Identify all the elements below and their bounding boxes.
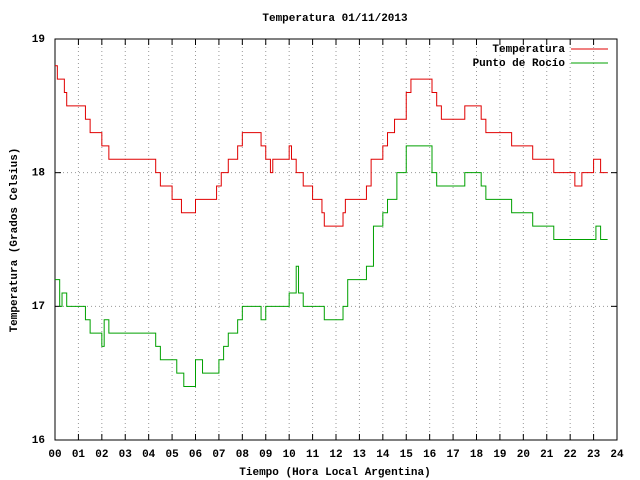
x-tick-label: 09 [259, 449, 272, 461]
x-tick-label: 15 [400, 449, 414, 461]
x-tick-label: 16 [423, 449, 436, 461]
x-tick-label: 10 [283, 449, 296, 461]
y-tick-label: 16 [32, 435, 45, 447]
x-tick-label: 02 [95, 449, 108, 461]
x-tick-label: 21 [540, 449, 554, 461]
x-tick-label: 03 [119, 449, 133, 461]
x-tick-label: 05 [165, 449, 179, 461]
y-axis-label: Temperatura (Grados Celsius) [9, 148, 21, 333]
x-axis-label: Tiempo (Hora Local Argentina) [239, 467, 430, 479]
y-tick-label: 18 [32, 168, 46, 180]
x-tick-label: 07 [212, 449, 225, 461]
series-line [55, 145, 608, 388]
legend-label: Temperatura [492, 44, 565, 56]
x-tick-label: 24 [610, 449, 624, 461]
x-tick-label: 00 [48, 449, 61, 461]
x-tick-label: 08 [236, 449, 250, 461]
x-tick-label: 01 [72, 449, 86, 461]
x-tick-label: 23 [587, 449, 601, 461]
x-tick-label: 04 [142, 449, 156, 461]
x-tick-label: 06 [189, 449, 202, 461]
plot-frame [54, 38, 618, 441]
y-tick-label: 19 [32, 34, 45, 46]
x-tick-label: 12 [329, 449, 342, 461]
x-tick-label: 20 [517, 449, 530, 461]
series-line [55, 65, 608, 227]
x-tick-label: 11 [306, 449, 320, 461]
y-tick-label: 17 [32, 301, 45, 313]
x-tick-label: 19 [493, 449, 506, 461]
x-tick-label: 22 [564, 449, 577, 461]
x-tick-label: 13 [353, 449, 367, 461]
x-tick-label: 18 [470, 449, 484, 461]
x-tick-label: 17 [446, 449, 459, 461]
chart-title: Temperatura 01/11/2013 [262, 13, 408, 25]
legend-label: Punto de Rocío [473, 58, 566, 70]
x-tick-label: 14 [376, 449, 390, 461]
